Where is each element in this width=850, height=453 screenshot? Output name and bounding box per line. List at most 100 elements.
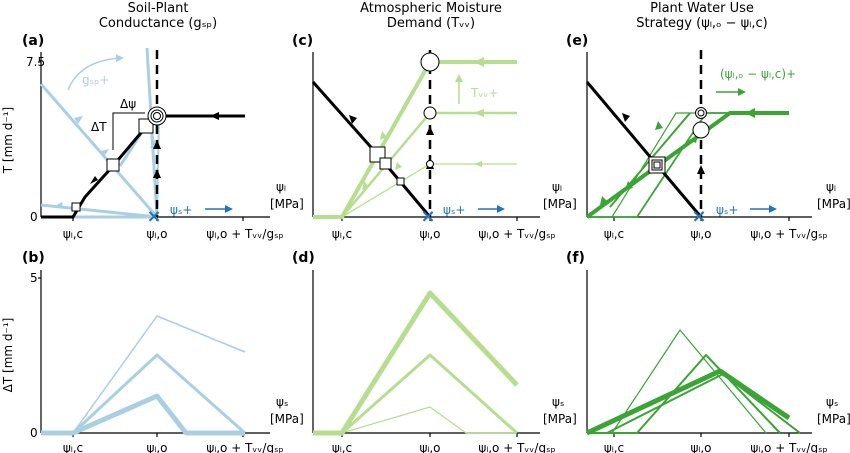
arrow	[690, 135, 698, 143]
arrow	[426, 126, 434, 135]
supply-curve	[585, 81, 703, 218]
delta-t-curves	[41, 315, 246, 436]
col1-title-line1: Soil-Plant	[128, 1, 189, 16]
arrow	[90, 176, 98, 184]
xtick-psi-lo: ψₗ,o	[146, 227, 167, 241]
xtick-psi-lc: ψₗ,c	[63, 441, 83, 453]
arrow	[697, 165, 705, 174]
xtick-psi-lc: ψₗ,c	[604, 227, 624, 241]
psi-s-label: ψₛ+	[170, 203, 192, 217]
arrow	[600, 196, 608, 205]
psi-s-marker: ×	[420, 206, 435, 227]
psi-s-marker: ×	[146, 206, 161, 227]
xlabel-unit: [MPa]	[270, 412, 304, 426]
gsp-trend-arrow	[67, 54, 124, 91]
demand-line	[585, 111, 789, 219]
annotation-strategy: (ψₗ,ₒ − ψₗ,c)+	[720, 67, 796, 81]
annotation-gsp: gₛₚ+	[82, 73, 109, 87]
bottom-ylabel: ΔT [mm d⁻¹]	[1, 318, 15, 393]
xlabel-unit: [MPa]	[817, 412, 850, 426]
black-arrows	[90, 112, 219, 184]
xlabel-symbol: ψₗ	[552, 180, 562, 194]
xtick-psi-lo: ψₗ,o	[690, 227, 711, 241]
xtick-psi-lo-plus: ψₗ,o + Tᵥᵥ/gₛₚ	[478, 227, 555, 241]
xtick-psi-lo-plus: ψₗ,o + Tᵥᵥ/gₛₚ	[206, 227, 283, 241]
arrow	[55, 202, 63, 208]
xtick-psi-lo-plus: ψₗ,o + Tᵥᵥ/gₛₚ	[750, 227, 827, 241]
square-marker	[106, 158, 120, 172]
arrow	[625, 181, 633, 190]
panel-label-c: (c)	[292, 33, 313, 49]
col3-title-line1: Plant Water Use	[650, 1, 754, 16]
xtick-psi-lc: ψₗ,c	[604, 441, 624, 453]
arrow	[153, 140, 161, 149]
xlabel-symbol: ψₛ	[276, 395, 288, 409]
circle-marker	[692, 121, 710, 139]
arrow	[474, 57, 484, 67]
xlabel-symbol: ψₗ	[276, 180, 286, 194]
top-ytick-top: 7.5	[26, 55, 45, 69]
square-marker	[71, 202, 81, 212]
square-marker	[379, 157, 392, 170]
psi-s-label: ψₛ+	[716, 203, 738, 217]
tww-arrows	[362, 57, 484, 190]
xlabel-unit: [MPa]	[817, 197, 850, 211]
arrow	[362, 181, 369, 190]
annotation-dT: ΔT	[91, 120, 107, 134]
psi-s-marker: ×	[691, 206, 706, 227]
panel-c: (c) ψₗ,c ψₗ,o ψₗ,o + Tᵥᵥ/gₛₚ ψₗ [MPa]	[292, 33, 577, 241]
strategy-arrows	[600, 108, 755, 205]
xtick-psi-lc: ψₗ,c	[332, 441, 352, 453]
xtick-psi-lo-plus: ψₗ,o + Tᵥᵥ/gₛₚ	[750, 441, 827, 453]
annotation-tww: Tᵥᵥ+	[470, 86, 498, 100]
xlabel-symbol: ψₛ	[552, 395, 564, 409]
panel-label-a: (a)	[22, 33, 44, 49]
arrow	[210, 112, 219, 120]
arrow	[395, 162, 402, 170]
supply-line	[156, 111, 160, 218]
gsp-arrows	[55, 116, 157, 208]
supply-line	[39, 83, 159, 218]
panel-label-d: (d)	[292, 250, 315, 266]
xlabel-symbol: ψₗ	[826, 180, 836, 194]
square-marker	[396, 177, 405, 186]
panel-f: (f) ψₗ,c ψₗ,o ψₗ,o + Tᵥᵥ/gₛₚ ψₛ [MPa]	[566, 250, 850, 453]
circle-marker	[426, 160, 434, 168]
xtick-psi-lo: ψₗ,o	[690, 441, 711, 453]
circle-marker	[423, 106, 437, 120]
col1-title-line2: Conductance (gₛₚ)	[99, 16, 217, 31]
panel-e: (e) ψₗ,c ψₗ,o ψₗ,o + Tᵥᵥ/gₛₚ ψₗ [MPa]	[566, 33, 850, 241]
delta-t-line	[41, 353, 246, 435]
xtick-psi-lc: ψₗ,c	[63, 227, 83, 241]
xlabel-unit: [MPa]	[543, 412, 577, 426]
xlabel-unit: [MPa]	[543, 197, 577, 211]
panel-d: (d) ψₗ,c ψₗ,o ψₗ,o + Tᵥᵥ/gₛₚ ψₛ [MPa]	[292, 250, 577, 453]
arrow	[349, 115, 357, 124]
delta-t-line	[313, 290, 519, 436]
delta-t-line	[606, 373, 801, 434]
arrow	[380, 131, 387, 140]
arrow	[622, 113, 630, 122]
xtick-psi-lo-plus: ψₗ,o + Tᵥᵥ/gₛₚ	[206, 441, 283, 453]
col2-title-line1: Atmospheric Moisture	[360, 1, 502, 16]
arrow	[153, 169, 161, 178]
psi-s-label: ψₛ+	[443, 203, 465, 217]
col3-title-line2: Strategy (ψₗ,ₒ − ψₗ,c)	[636, 16, 767, 31]
xlabel-symbol: ψₛ	[826, 395, 838, 409]
panel-b: (b) 5 0 ψₗ,c ψₗ,o ψₗ,o + Tᵥᵥ/gₛₚ ψₛ [MPa…	[22, 250, 304, 453]
delta-t-line	[313, 353, 519, 435]
delta-t-curves	[313, 290, 519, 436]
arrow	[74, 116, 83, 124]
xlabel-unit: [MPa]	[270, 197, 304, 211]
xtick-psi-lc: ψₗ,c	[332, 227, 352, 241]
top-ytick-zero: 0	[30, 210, 38, 224]
annotation-dpsi: Δψ	[120, 97, 136, 111]
bottom-ytick-top: 5	[30, 271, 38, 285]
xtick-psi-lo: ψₗ,o	[146, 441, 167, 453]
xtick-psi-lo-plus: ψₗ,o + Tᵥᵥ/gₛₚ	[478, 441, 555, 453]
bottom-ytick-zero: 0	[30, 426, 38, 440]
panel-label-b: (b)	[22, 250, 45, 266]
delta-t-line	[41, 315, 246, 434]
circle-marker	[153, 112, 161, 120]
